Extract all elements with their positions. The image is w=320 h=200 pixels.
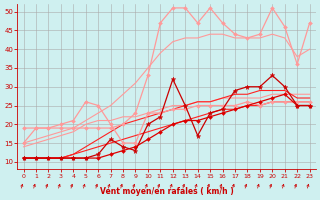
X-axis label: Vent moyen/en rafales ( km/h ): Vent moyen/en rafales ( km/h ) — [100, 187, 234, 196]
